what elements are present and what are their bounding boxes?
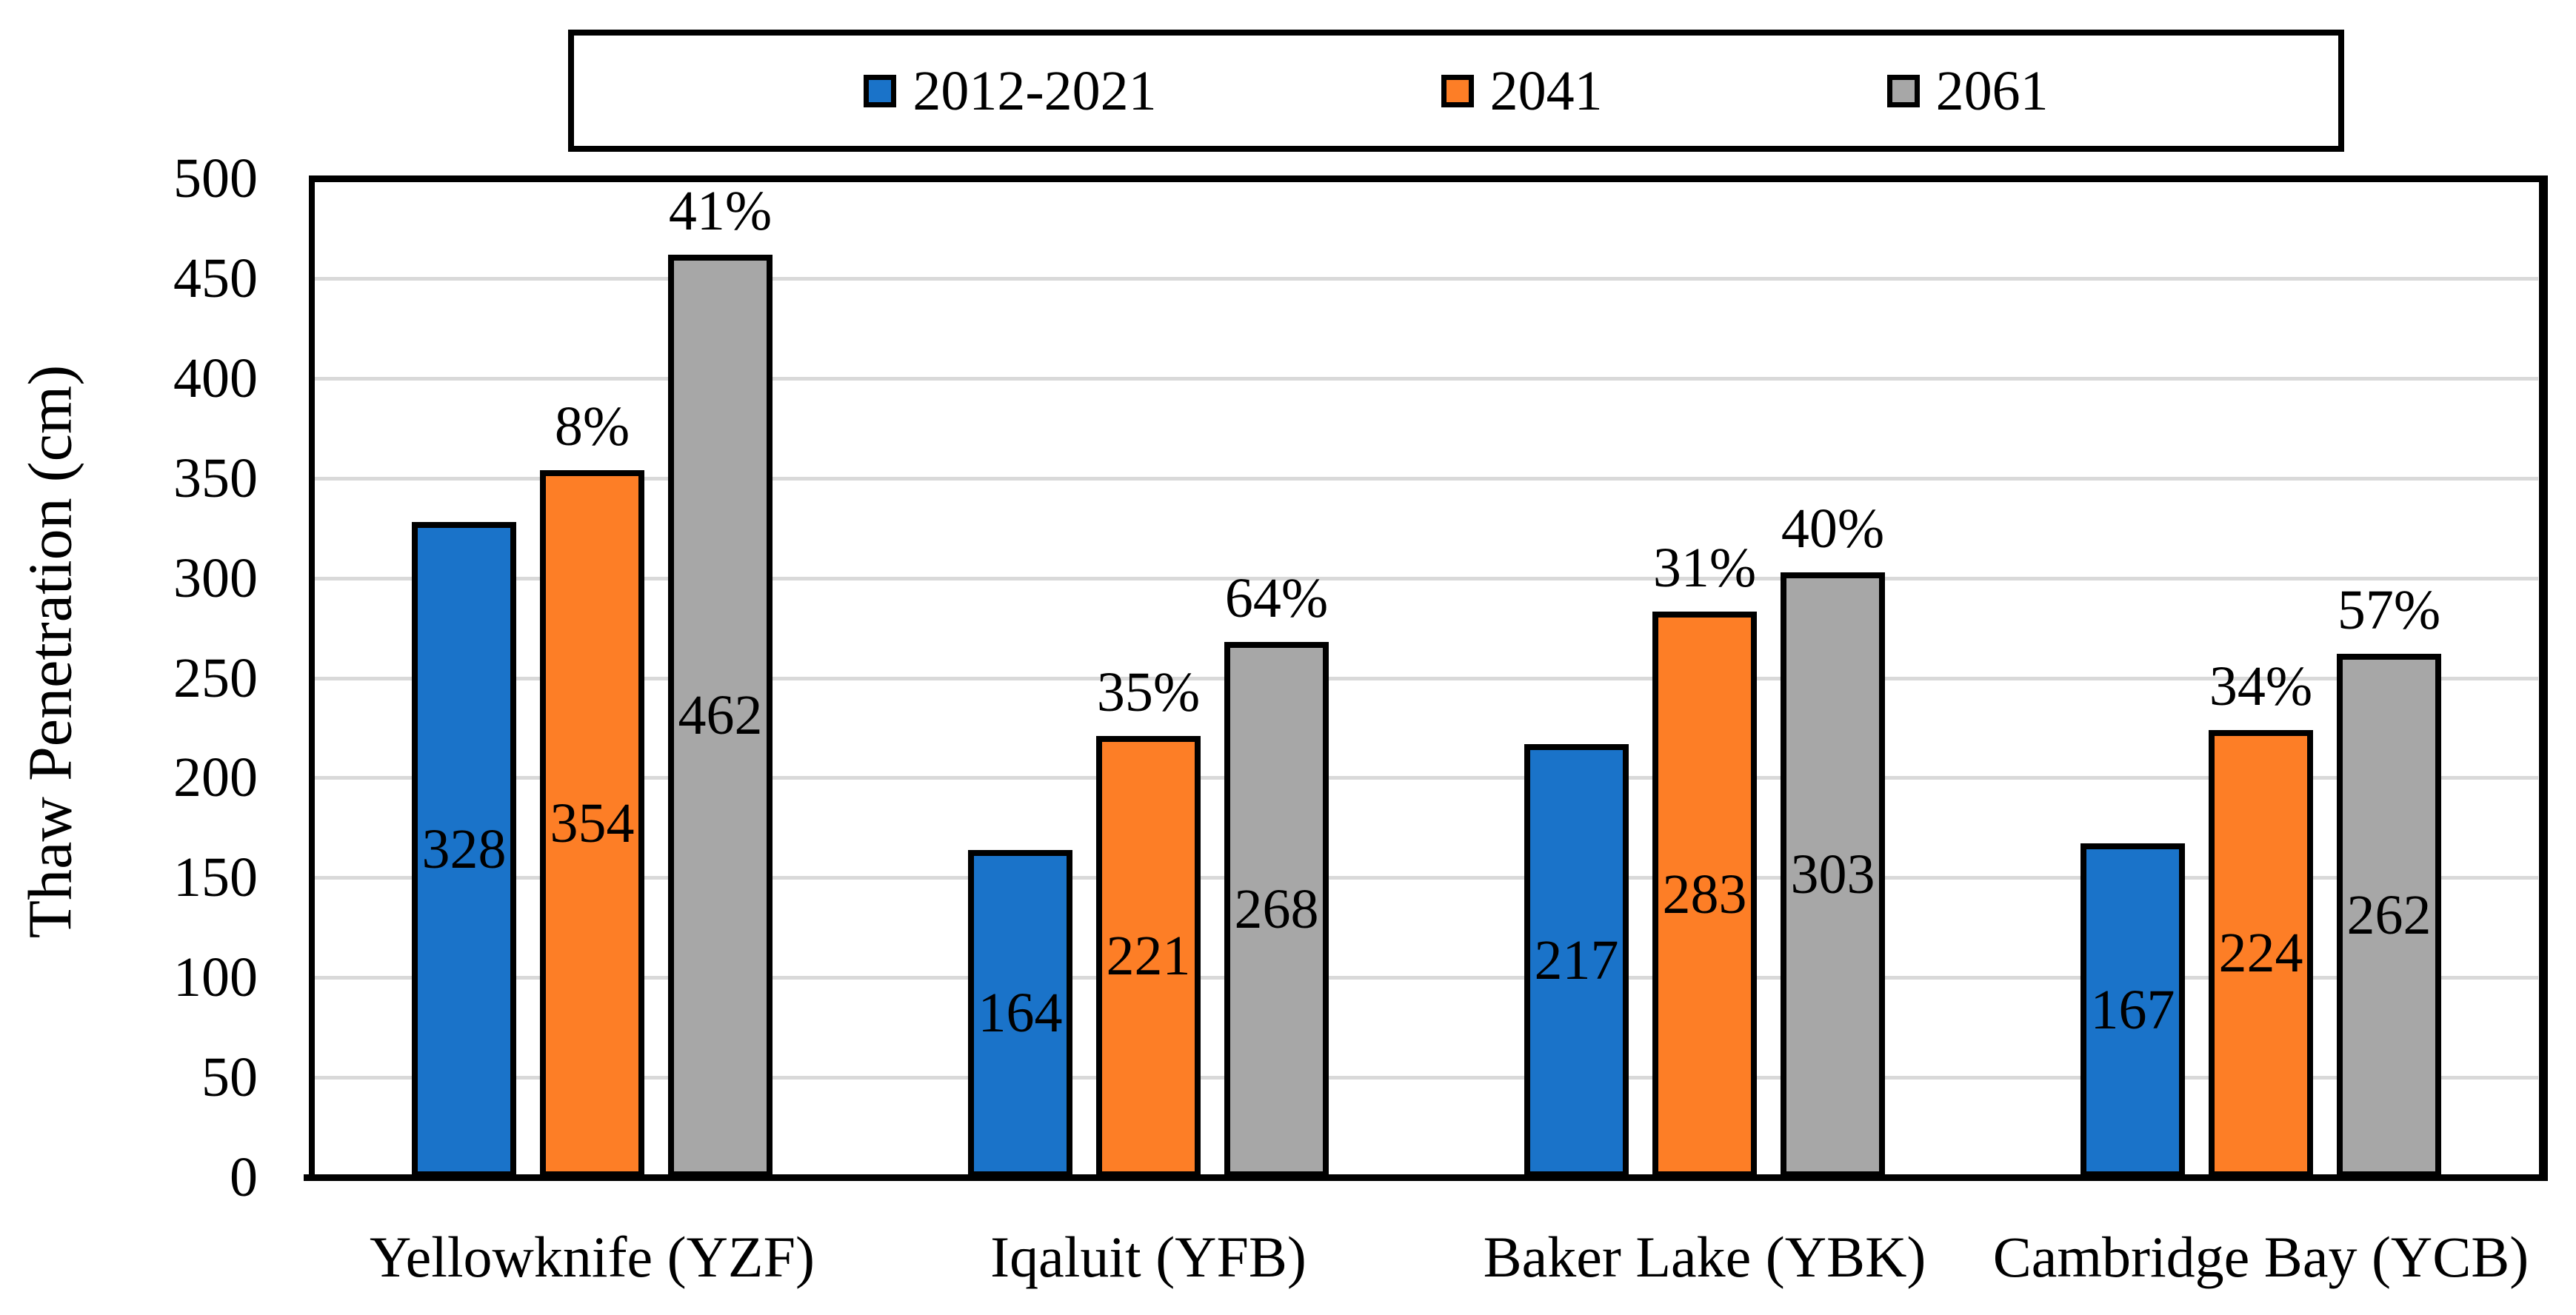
bar-value-label: 303 [1790, 843, 1875, 906]
y-tick-label: 0 [230, 1146, 258, 1208]
legend-item-2061: 2061 [1886, 59, 2049, 122]
x-category-label: Baker Lake (YBK) [1483, 1225, 1926, 1289]
gridline [315, 976, 2538, 980]
gridline [315, 776, 2538, 780]
bar-2061-iqaluit-yfb [1224, 641, 1329, 1177]
gridline [315, 676, 2538, 680]
bar-2041-baker-lake-ybk [1652, 612, 1757, 1177]
bar-pct-label: 34% [2209, 655, 2313, 717]
bar-value-label: 224 [2218, 922, 2303, 985]
bar-2041-cambridge-bay-ycb [2209, 729, 2313, 1177]
legend-label: 2061 [1935, 59, 2049, 122]
bar-2012-2021-iqaluit-yfb [968, 849, 1072, 1177]
bar-value-label: 167 [2090, 979, 2175, 1042]
gridline [315, 376, 2538, 381]
bar-pct-label: 35% [1096, 660, 1201, 723]
bar-value-label: 221 [1106, 925, 1191, 988]
y-tick-label: 400 [173, 347, 258, 409]
legend-swatch-icon [1886, 74, 1920, 107]
y-tick-label: 450 [173, 247, 258, 309]
y-tick-label: 250 [173, 646, 258, 709]
x-category-label: Cambridge Bay (YCB) [1992, 1225, 2529, 1289]
gridline [315, 576, 2538, 580]
bar-value-label: 268 [1234, 877, 1319, 940]
bar-2041-iqaluit-yfb [1096, 735, 1201, 1177]
bar-value-label: 164 [978, 982, 1063, 1045]
bar-2012-2021-cambridge-bay-ycb [2081, 843, 2185, 1177]
y-tick-label: 350 [173, 446, 258, 509]
gridline [315, 276, 2538, 281]
legend-swatch-icon [1441, 74, 1474, 107]
bar-value-label: 262 [2346, 884, 2432, 947]
x-category-label: Iqaluit (YFB) [990, 1225, 1307, 1289]
y-tick-label: 500 [173, 147, 258, 210]
bar-value-label: 354 [550, 792, 635, 854]
bar-value-label: 328 [421, 818, 507, 881]
plot-top-border [309, 175, 2548, 182]
bar-2012-2021-yellowknife-yzf [412, 522, 516, 1177]
x-axis-line [304, 1174, 2548, 1181]
gridline [315, 1076, 2538, 1080]
bar-value-label: 283 [1662, 863, 1747, 926]
gridline [315, 476, 2538, 481]
bar-2061-baker-lake-ybk [1781, 572, 1885, 1177]
y-axis-line [309, 175, 315, 1181]
x-category-label: Yellowknife (YZF) [370, 1225, 815, 1289]
bar-2012-2021-baker-lake-ybk [1524, 743, 1629, 1177]
y-tick-label: 150 [173, 846, 258, 909]
legend: 2012-2021 2041 2061 [568, 30, 2344, 152]
bar-pct-label: 41% [668, 179, 773, 242]
bar-2041-yellowknife-yzf [540, 469, 644, 1177]
gridline [315, 876, 2538, 880]
legend-item-2012-2021: 2012-2021 [864, 59, 1157, 122]
legend-swatch-icon [864, 74, 897, 107]
y-tick-label: 300 [173, 546, 258, 609]
bar-pct-label: 57% [2337, 579, 2441, 642]
plot-right-border [2539, 175, 2548, 1181]
legend-label: 2012-2021 [912, 59, 1157, 122]
legend-item-2041: 2041 [1441, 63, 1603, 119]
bar-pct-label: 64% [1224, 566, 1329, 629]
bar-value-label: 217 [1534, 928, 1619, 991]
bar-value-label: 462 [678, 684, 763, 747]
y-tick-label: 100 [173, 946, 258, 1009]
bar-2061-cambridge-bay-ycb [2337, 654, 2441, 1177]
bar-2061-yellowknife-yzf [668, 254, 773, 1177]
y-tick-label: 50 [201, 1046, 258, 1109]
bar-pct-label: 40% [1781, 497, 1885, 560]
bar-pct-label: 8% [554, 395, 630, 458]
legend-label: 2041 [1489, 59, 1603, 122]
y-tick-label: 200 [173, 746, 258, 809]
bar-pct-label: 31% [1652, 537, 1757, 600]
